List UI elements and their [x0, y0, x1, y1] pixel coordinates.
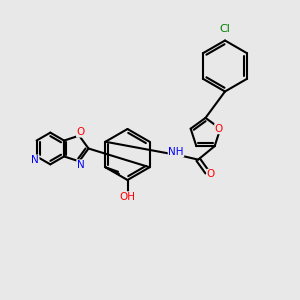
- Text: O: O: [207, 169, 215, 179]
- Text: O: O: [76, 127, 85, 137]
- Text: N: N: [31, 155, 39, 165]
- Text: NH: NH: [168, 146, 184, 157]
- Text: OH: OH: [119, 192, 136, 202]
- Text: O: O: [215, 124, 223, 134]
- Text: Cl: Cl: [220, 23, 230, 34]
- Text: N: N: [77, 160, 85, 170]
